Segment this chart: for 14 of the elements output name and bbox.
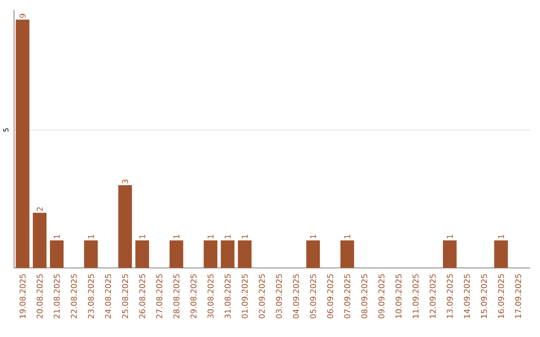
bar — [32, 212, 47, 268]
bar — [204, 240, 218, 268]
bar — [84, 240, 98, 268]
bar — [340, 240, 354, 268]
bar — [170, 240, 184, 268]
bar — [238, 240, 252, 268]
bar — [118, 184, 132, 268]
bar — [442, 240, 457, 268]
bar — [50, 240, 64, 268]
bar — [306, 240, 320, 268]
bar — [494, 240, 508, 268]
bar — [16, 19, 30, 268]
bar — [220, 240, 234, 268]
bar — [135, 240, 150, 268]
